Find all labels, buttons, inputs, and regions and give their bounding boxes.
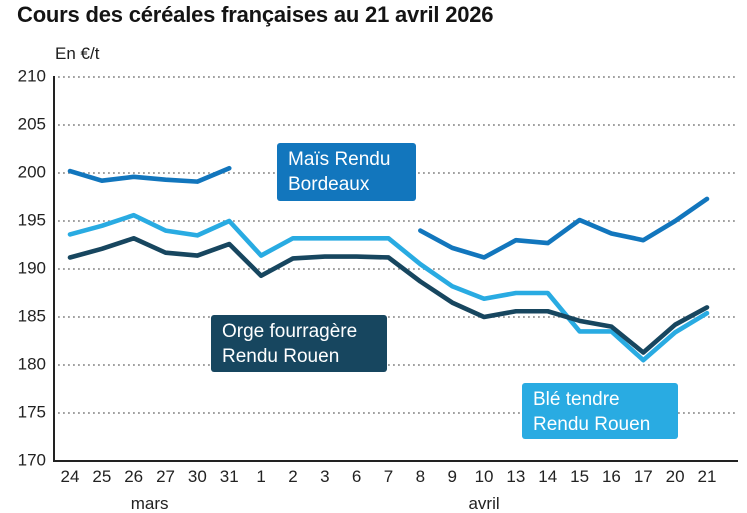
x-tick-24: 24 — [60, 467, 80, 486]
chart-line-orge-fourragere — [67, 235, 710, 355]
series-label-ble: Blé tendre Rendu Rouen — [522, 383, 678, 439]
x-tick-30: 30 — [187, 467, 207, 486]
series-label-mais-line1: Maïs Rendu — [288, 149, 391, 170]
x-tick-31: 31 — [219, 467, 239, 486]
series-label-orge-line1: Orge fourragère — [222, 321, 358, 342]
x-tick-10: 10 — [474, 467, 494, 486]
y-tick-205: 205 — [17, 114, 46, 134]
x-tick-25: 25 — [92, 467, 112, 486]
series-label-ble-line2: Rendu Rouen — [533, 414, 651, 436]
x-tick-3: 3 — [320, 467, 330, 486]
series-label-mais-line2: Bordeaux — [288, 174, 370, 196]
x-tick-9: 9 — [447, 467, 457, 486]
y-tick-190: 190 — [17, 258, 46, 278]
x-tick-21: 21 — [697, 467, 717, 486]
x-tick-27: 27 — [156, 467, 176, 486]
x-tick-1: 1 — [256, 467, 266, 486]
y-tick-180: 180 — [17, 354, 46, 374]
y-tick-175: 175 — [17, 402, 46, 422]
x-tick-14: 14 — [538, 467, 558, 486]
y-axis-unit-label: En €/t — [55, 44, 100, 63]
x-tick-15: 15 — [570, 467, 590, 486]
y-tick-210: 210 — [17, 66, 46, 86]
y-tick-195: 195 — [17, 210, 46, 230]
x-tick-16: 16 — [601, 467, 621, 486]
y-tick-170: 170 — [17, 450, 46, 470]
x-tick-2: 2 — [288, 467, 298, 486]
x-tick-13: 13 — [506, 467, 526, 486]
series-label-orge: Orge fourragère Rendu Rouen — [211, 315, 387, 372]
x-tick-8: 8 — [415, 467, 426, 486]
y-tick-200: 200 — [17, 162, 46, 182]
y-tick-185: 185 — [17, 306, 46, 326]
month-label-mars: mars — [130, 494, 169, 513]
series-label-ble-line1: Blé tendre — [533, 389, 620, 410]
x-tick-7: 7 — [383, 467, 394, 486]
chart-line-mais — [67, 165, 232, 184]
x-tick-17: 17 — [633, 467, 653, 486]
chart-line-mais — [418, 196, 710, 260]
x-tick-20: 20 — [665, 467, 685, 486]
x-tick-26: 26 — [124, 467, 144, 486]
page-title: Cours des céréales françaises au 21 avri… — [17, 2, 494, 27]
x-tick-6: 6 — [351, 467, 362, 486]
chart-line-ble-tendre — [67, 212, 710, 363]
series-label-orge-line2: Rendu Rouen — [222, 346, 340, 368]
month-label-avril: avril — [468, 494, 500, 513]
series-label-mais: Maïs Rendu Bordeaux — [277, 143, 416, 201]
